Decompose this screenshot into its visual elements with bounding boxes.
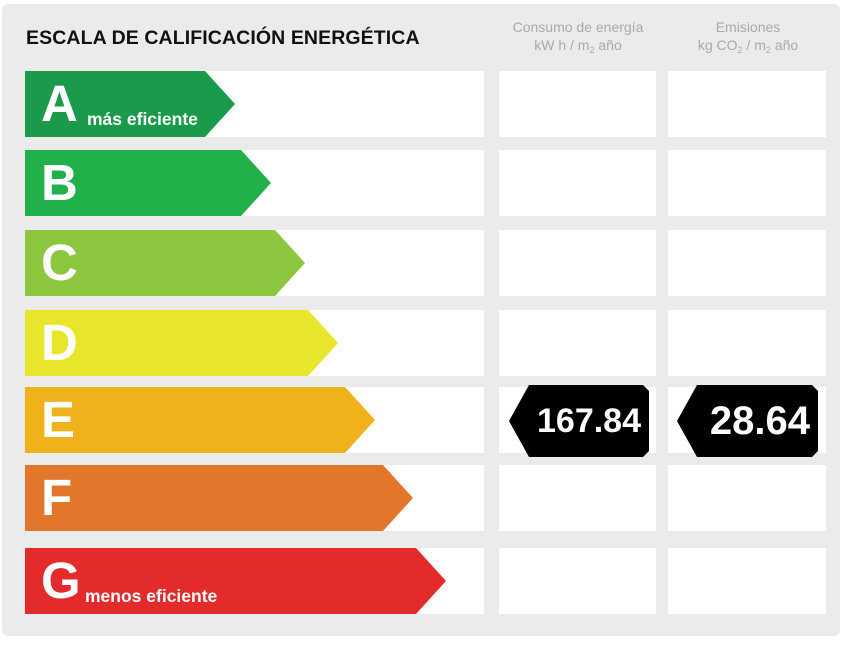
rating-letter-f: F [41,469,73,526]
emisiones-cell-f [668,465,826,531]
emisiones-header-line1: Emisiones [715,19,781,35]
consumo-badge-shape [509,385,649,457]
rating-arrow-fill-b [25,150,271,216]
consumo-cell-c [499,230,656,296]
consumo-cell-d [499,310,656,376]
rating-tagline-a: más eficiente [87,109,198,129]
consumo-cell-a [499,71,656,137]
rating-letter-a: A [41,75,78,132]
emisiones-cell-d [668,310,826,376]
consumo-header-line1: Consumo de energía [512,19,644,35]
rating-arrow-fill-c [25,230,305,296]
emisiones-cell-a [668,71,826,137]
rating-letter-d: D [41,314,78,371]
rating-arrow-fill-d [25,310,338,376]
emisiones-badge-value: 28.64 [709,399,810,443]
rating-letter-g: G [41,552,81,609]
consumo-badge-value: 167.84 [537,402,641,440]
rating-arrow-shape-c [25,230,305,296]
emisiones-column-header: Emisiones kg CO2 / m2 año [668,18,828,55]
rating-letter-e: E [41,391,76,448]
consumo-badge-fill [509,385,649,457]
rating-arrow-fill-g [25,548,446,614]
rating-arrow-fill-a [25,71,235,137]
emisiones-header-unit: kg CO2 / m2 año [697,37,799,55]
rating-arrow-shape-a [25,71,235,137]
rating-arrow-f: F [25,465,413,531]
rating-tagline-g: menos eficiente [85,586,218,606]
emisiones-cell-b [668,150,826,216]
consumo-cell-f [499,465,656,531]
rating-arrow-shape-d [25,310,338,376]
emisiones-cell-g [668,548,826,614]
rating-arrow-c: C [25,230,305,296]
emisiones-cell-c [668,230,826,296]
rating-arrow-d: D [25,310,338,376]
emisiones-badge: 28.64 [677,385,818,457]
page-title: ESCALA DE CALIFICACIÓN ENERGÉTICA [26,27,420,49]
rating-arrow-shape-f [25,465,413,531]
rating-letter-c: C [41,234,78,291]
rating-arrow-shape-b [25,150,271,216]
rating-arrow-fill-e [25,387,375,453]
emisiones-badge-shape [677,385,818,457]
rating-arrow-e: E [25,387,375,453]
consumo-cell-g [499,548,656,614]
consumo-cell-b [499,150,656,216]
rating-arrow-b: B [25,150,271,216]
consumo-column-header: Consumo de energía kW h / m2 año [499,18,657,55]
consumo-header-unit: kW h / m2 año [534,37,622,55]
emisiones-badge-fill [677,385,818,457]
rating-arrow-shape-g [25,548,446,614]
rating-letter-b: B [41,154,78,211]
rating-arrow-fill-f [25,465,413,531]
rating-arrow-shape-e [25,387,375,453]
consumo-badge: 167.84 [509,385,649,457]
